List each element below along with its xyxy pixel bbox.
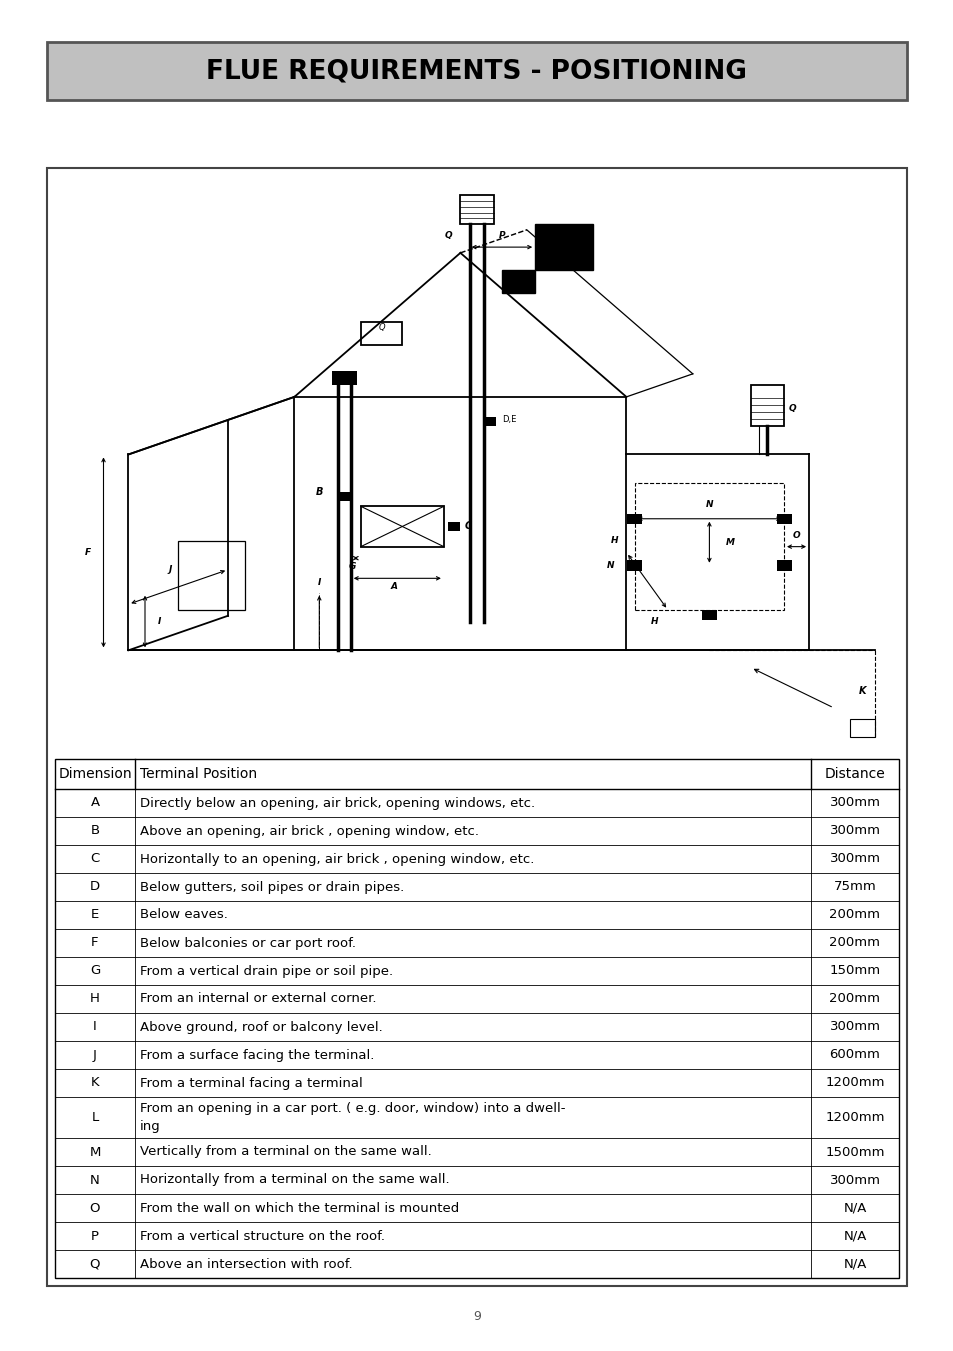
Bar xyxy=(337,492,350,501)
Text: O: O xyxy=(792,531,800,539)
Text: G: G xyxy=(90,965,100,978)
Text: M: M xyxy=(90,1146,101,1159)
Text: L: L xyxy=(91,1111,98,1124)
Text: From an internal or external corner.: From an internal or external corner. xyxy=(140,993,376,1005)
Bar xyxy=(750,385,783,426)
Text: H: H xyxy=(610,536,618,546)
Text: Q: Q xyxy=(377,323,384,332)
Text: A: A xyxy=(390,582,397,592)
Text: Q: Q xyxy=(90,1258,100,1270)
Text: C: C xyxy=(91,852,99,866)
Text: 300mm: 300mm xyxy=(828,1174,880,1186)
Text: I: I xyxy=(317,578,320,586)
Text: Below balconies or car port roof.: Below balconies or car port roof. xyxy=(140,936,355,950)
Text: M: M xyxy=(725,538,734,547)
Bar xyxy=(626,561,641,571)
Text: 1200mm: 1200mm xyxy=(824,1077,883,1089)
Text: 200mm: 200mm xyxy=(828,936,880,950)
Text: 75mm: 75mm xyxy=(833,881,876,893)
Bar xyxy=(448,521,460,531)
Text: FLUE REQUIREMENTS - POSITIONING: FLUE REQUIREMENTS - POSITIONING xyxy=(206,58,747,84)
Text: 200mm: 200mm xyxy=(828,993,880,1005)
Text: 300mm: 300mm xyxy=(828,797,880,809)
Text: H: H xyxy=(651,617,659,626)
Text: D: D xyxy=(90,881,100,893)
Text: From a terminal facing a terminal: From a terminal facing a terminal xyxy=(140,1077,362,1089)
Bar xyxy=(483,417,496,426)
Bar xyxy=(460,196,493,224)
Text: I: I xyxy=(93,1020,97,1034)
Text: 300mm: 300mm xyxy=(828,824,880,838)
Text: Q: Q xyxy=(444,231,452,240)
Text: Dimension: Dimension xyxy=(58,767,132,781)
Text: Above ground, roof or balcony level.: Above ground, roof or balcony level. xyxy=(140,1020,382,1034)
Text: Q: Q xyxy=(787,404,795,413)
Text: O: O xyxy=(90,1201,100,1215)
Text: Distance: Distance xyxy=(823,767,884,781)
Text: B: B xyxy=(315,486,323,497)
Text: G: G xyxy=(349,562,355,571)
Text: J: J xyxy=(93,1048,97,1062)
Text: From the wall on which the terminal is mounted: From the wall on which the terminal is m… xyxy=(140,1201,458,1215)
Bar xyxy=(850,720,875,736)
Text: 200mm: 200mm xyxy=(828,908,880,921)
Bar xyxy=(776,513,791,524)
Text: N/A: N/A xyxy=(842,1201,865,1215)
Bar xyxy=(626,513,641,524)
Text: 150mm: 150mm xyxy=(828,965,880,978)
Text: N: N xyxy=(606,561,614,570)
Text: C: C xyxy=(464,521,471,531)
Text: K: K xyxy=(858,686,865,696)
Text: From a vertical structure on the roof.: From a vertical structure on the roof. xyxy=(140,1229,385,1243)
Text: Below eaves.: Below eaves. xyxy=(140,908,228,921)
Text: E: E xyxy=(91,908,99,921)
Text: Directly below an opening, air brick, opening windows, etc.: Directly below an opening, air brick, op… xyxy=(140,797,535,809)
Text: I: I xyxy=(157,617,161,626)
Text: B: B xyxy=(91,824,99,838)
Text: P: P xyxy=(498,231,505,240)
Text: 300mm: 300mm xyxy=(828,852,880,866)
Text: ing: ing xyxy=(140,1120,161,1133)
Bar xyxy=(360,507,443,547)
Text: N/A: N/A xyxy=(842,1229,865,1243)
Text: Horizontally to an opening, air brick , opening window, etc.: Horizontally to an opening, air brick , … xyxy=(140,852,534,866)
Text: From a surface facing the terminal.: From a surface facing the terminal. xyxy=(140,1048,374,1062)
Text: Horizontally from a terminal on the same wall.: Horizontally from a terminal on the same… xyxy=(140,1174,449,1186)
Text: 1500mm: 1500mm xyxy=(824,1146,883,1159)
Text: Vertically from a terminal on the same wall.: Vertically from a terminal on the same w… xyxy=(140,1146,432,1159)
Bar xyxy=(501,270,535,293)
Text: F: F xyxy=(85,549,91,557)
Text: D,E: D,E xyxy=(501,415,516,424)
Bar xyxy=(701,611,716,620)
Text: From an opening in a car port. ( e.g. door, window) into a dwell-: From an opening in a car port. ( e.g. do… xyxy=(140,1102,565,1115)
Bar xyxy=(332,372,356,385)
Text: 1200mm: 1200mm xyxy=(824,1111,883,1124)
Text: 9: 9 xyxy=(473,1309,480,1323)
Text: J: J xyxy=(168,565,172,574)
Bar xyxy=(47,42,906,100)
Text: Above an intersection with roof.: Above an intersection with roof. xyxy=(140,1258,353,1270)
Text: From a vertical drain pipe or soil pipe.: From a vertical drain pipe or soil pipe. xyxy=(140,965,393,978)
Text: N: N xyxy=(90,1174,100,1186)
Text: Terminal Position: Terminal Position xyxy=(140,767,257,781)
Text: 300mm: 300mm xyxy=(828,1020,880,1034)
Bar xyxy=(634,484,783,611)
Text: Above an opening, air brick , opening window, etc.: Above an opening, air brick , opening wi… xyxy=(140,824,478,838)
Bar xyxy=(776,561,791,571)
Text: N/A: N/A xyxy=(842,1258,865,1270)
Text: N: N xyxy=(705,500,713,509)
Text: 600mm: 600mm xyxy=(829,1048,880,1062)
Text: A: A xyxy=(91,797,99,809)
Text: K: K xyxy=(91,1077,99,1089)
Bar xyxy=(535,224,593,270)
Text: Below gutters, soil pipes or drain pipes.: Below gutters, soil pipes or drain pipes… xyxy=(140,881,404,893)
Text: F: F xyxy=(91,936,99,950)
Bar xyxy=(360,322,402,345)
Text: P: P xyxy=(91,1229,99,1243)
Bar xyxy=(47,168,906,1286)
Bar xyxy=(55,759,898,1278)
Text: H: H xyxy=(90,993,100,1005)
Bar xyxy=(178,540,244,611)
